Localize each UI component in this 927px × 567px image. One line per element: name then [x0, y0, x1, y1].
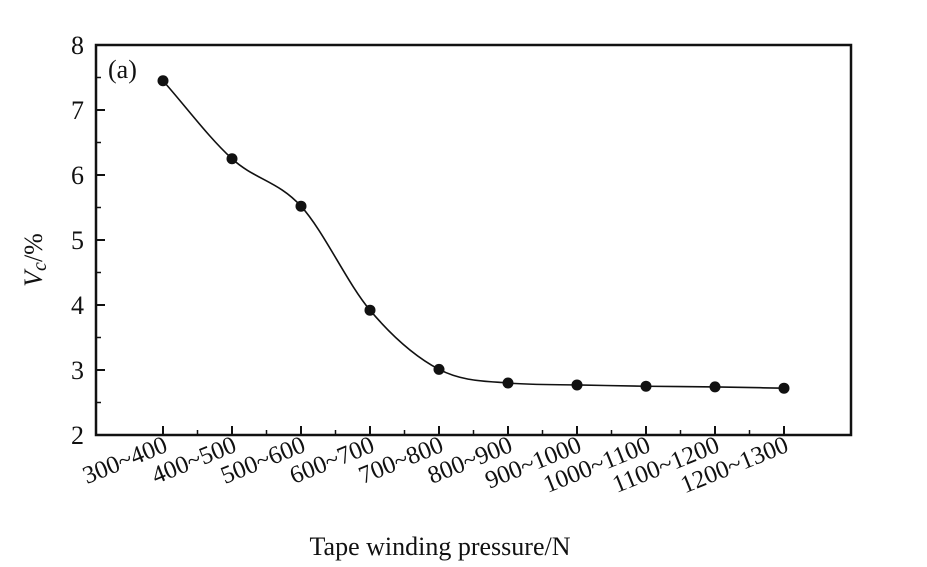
x-axis-title: Tape winding pressure/N [309, 532, 570, 561]
y-tick-label: 4 [71, 291, 84, 320]
panel-label: (a) [108, 55, 137, 84]
svg-text:Vc/%: Vc/% [19, 233, 51, 287]
data-point [157, 75, 169, 87]
data-point [433, 363, 445, 375]
y-tick-label: 6 [71, 161, 84, 190]
data-point [640, 380, 652, 392]
data-point [226, 153, 238, 165]
y-tick-label: 3 [71, 356, 84, 385]
x-axis-ticks [162, 426, 785, 435]
data-point [295, 200, 307, 212]
y-tick-label: 2 [71, 421, 84, 450]
y-axis-title-main: V [19, 268, 48, 287]
data-point [502, 377, 514, 389]
y-axis-title-sub: c [29, 262, 51, 271]
data-point [709, 381, 721, 393]
y-tick-label: 8 [71, 31, 84, 60]
data-point [364, 304, 376, 316]
plot-frame [94, 43, 853, 437]
data-point [778, 382, 790, 394]
series-line [162, 80, 785, 389]
x-axis-tick-labels: 300~400400~500500~600600~700700~800800~9… [79, 432, 792, 500]
y-axis-tick-labels: 2 3 4 5 6 7 8 [71, 31, 84, 450]
y-tick-label: 5 [71, 226, 84, 255]
y-axis-ticks [96, 76, 105, 404]
y-tick-label: 7 [71, 96, 84, 125]
y-axis-title: Vc/% [19, 233, 51, 287]
data-point [571, 379, 583, 391]
y-axis-title-unit: /% [19, 233, 48, 262]
data-points [157, 75, 790, 394]
